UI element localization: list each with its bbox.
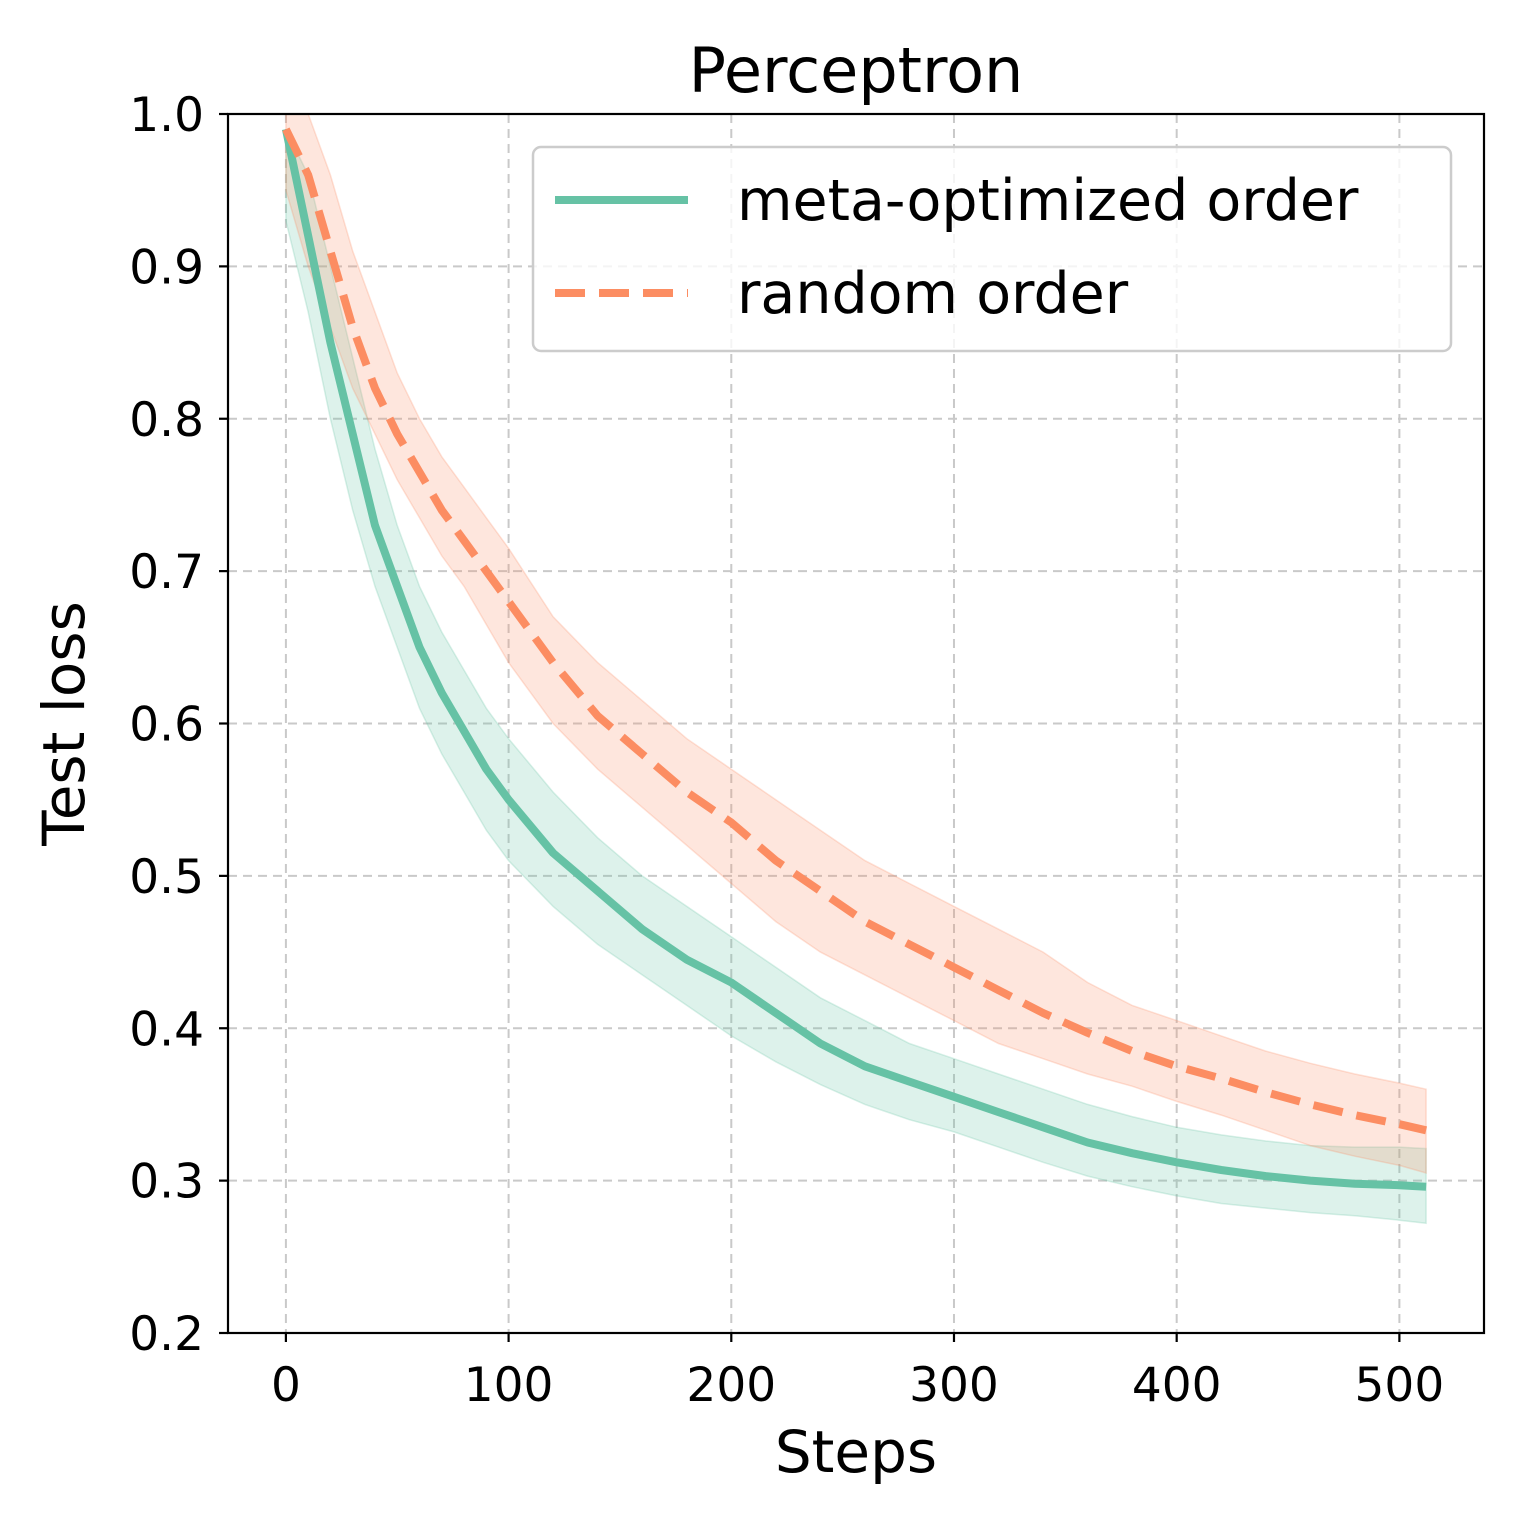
x-tick-label: 100: [464, 1358, 554, 1413]
y-tick-label: 0.9: [129, 240, 204, 295]
x-tick-label: 200: [686, 1358, 776, 1413]
chart-title: Perceptron: [689, 34, 1024, 107]
series-lines: [281, 127, 1427, 1191]
y-tick-label: 0.8: [129, 393, 204, 448]
x-tick-label: 400: [1132, 1358, 1222, 1413]
x-tick-label: 0: [271, 1358, 301, 1413]
legend-label-meta-optimized: meta-optimized order: [737, 168, 1359, 234]
y-axis-label: Test loss: [30, 601, 98, 847]
series-line-0: [281, 128, 1427, 1191]
confidence-band-1: [285, 113, 1427, 1174]
y-tick-label: 0.5: [129, 850, 204, 905]
confidence-band-0: [285, 128, 1427, 1225]
axis-ticks: 0 100 200 300 400 500 0.2 0.3 0.4 0.5 0.6 0.7 0.8 0.9…: [129, 88, 1444, 1413]
confidence-bands: [285, 113, 1427, 1225]
x-tick-label: 500: [1355, 1358, 1445, 1413]
x-axis-label: Steps: [775, 1418, 937, 1486]
y-tick-label: 0.7: [129, 545, 204, 600]
y-tick-label: 0.4: [129, 1002, 204, 1057]
y-tick-label: 0.6: [129, 698, 204, 753]
y-tick-label: 1.0: [129, 88, 204, 143]
legend-box: [531, 145, 1453, 353]
x-tick-label: 300: [909, 1358, 999, 1413]
legend-label-random: random order: [737, 261, 1129, 327]
y-tick-label: 0.2: [129, 1307, 204, 1362]
legend: meta-optimized order random order: [531, 145, 1453, 353]
y-tick-label: 0.3: [129, 1155, 204, 1210]
series-line-1: [282, 127, 1427, 1135]
